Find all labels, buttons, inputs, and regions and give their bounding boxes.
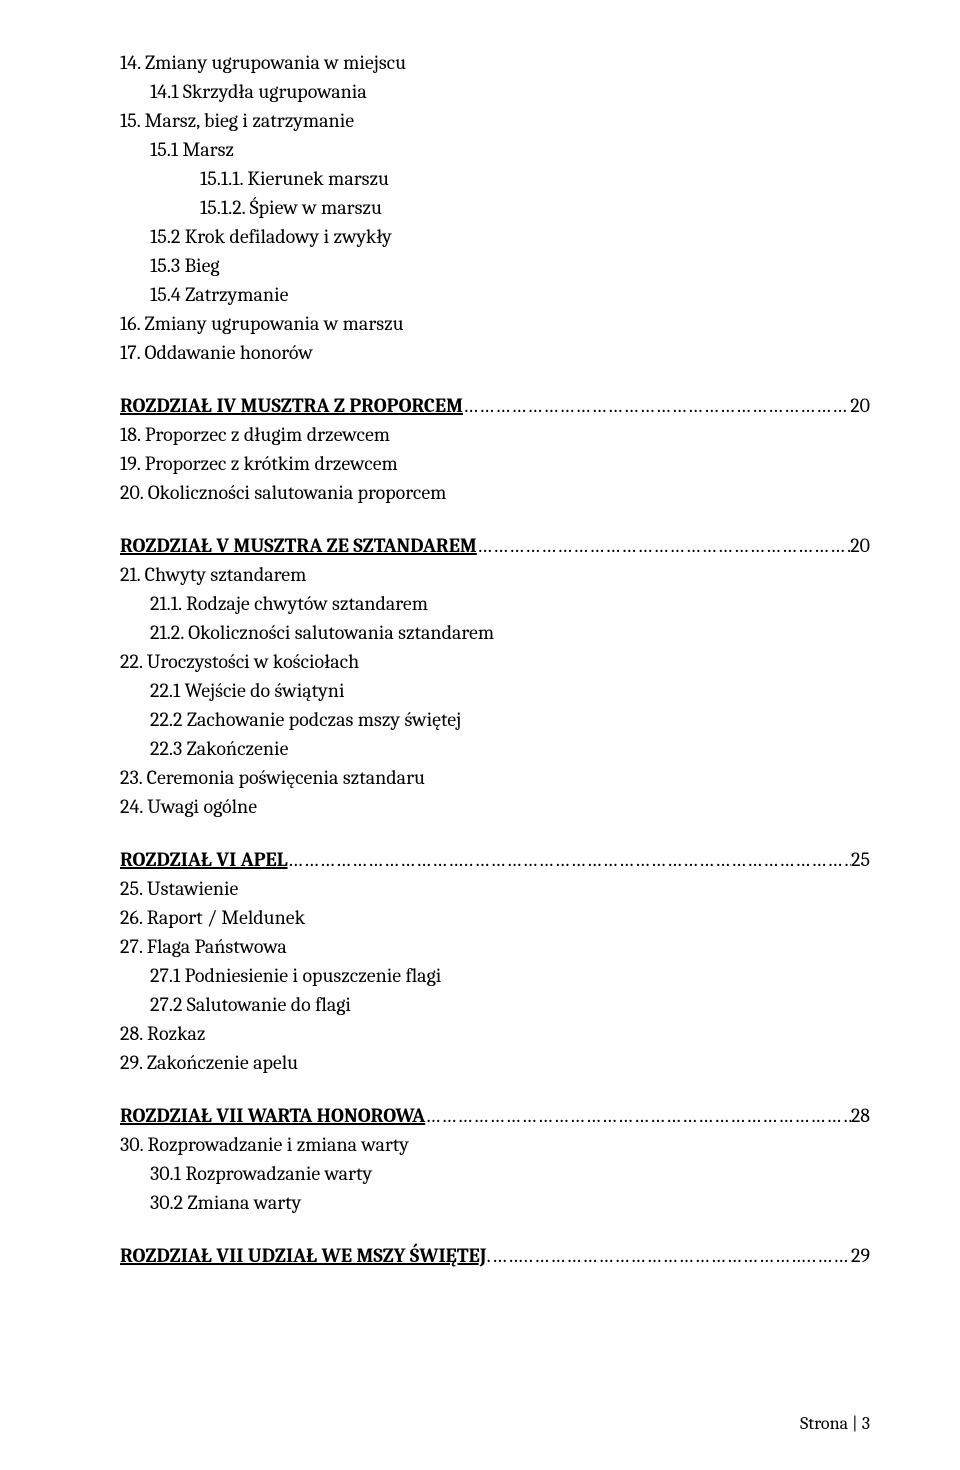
toc-item: 27. Flaga Państwowa	[120, 932, 870, 961]
toc-item: 30.2 Zmiana warty	[120, 1188, 870, 1217]
section-title: ROZDZIAŁ VI APEL	[120, 845, 288, 874]
spacer	[120, 1077, 870, 1101]
toc-item: 21.2. Okoliczności salutowania sztandare…	[120, 618, 870, 647]
toc-item: 24. Uwagi ogólne	[120, 792, 870, 821]
section-heading-5: ROZDZIAŁ V MUSZTRA ZE SZTANDAREM ……………………	[120, 531, 870, 560]
leader-dots: ……………………………………………………………………………………………………………	[463, 391, 850, 420]
section-title: ROZDZIAŁ IV MUSZTRA Z PROPORCEM	[120, 391, 463, 420]
leader-dots: ……………………………………………………………………………………..	[425, 1101, 851, 1130]
toc-block-1: 14. Zmiany ugrupowania w miejscu 14.1 Sk…	[120, 48, 870, 367]
toc-item: 19. Proporzec z krótkim drzewcem	[120, 449, 870, 478]
toc-item: 15.4 Zatrzymanie	[120, 280, 870, 309]
spacer	[120, 507, 870, 531]
toc-block-4: 25. Ustawienie 26. Raport / Meldunek 27.…	[120, 874, 870, 1077]
toc-item: 22. Uroczystości w kościołach	[120, 647, 870, 676]
toc-item: 15.1 Marsz	[120, 135, 870, 164]
section-page: 20	[850, 391, 870, 420]
toc-item: 15. Marsz, bieg i zatrzymanie	[120, 106, 870, 135]
section-heading-6: ROZDZIAŁ VI APEL ……………………………..……………………………	[120, 845, 870, 874]
section-page: 28	[851, 1101, 870, 1130]
toc-item: 30.1 Rozprowadzanie warty	[120, 1159, 870, 1188]
section-page: 20	[850, 531, 870, 560]
section-title: ROZDZIAŁ VII UDZIAŁ WE MSZY ŚWIĘTEJ	[120, 1241, 487, 1270]
section-page: 25	[851, 845, 870, 874]
spacer	[120, 821, 870, 845]
toc-item: 27.1 Podniesienie i opuszczenie flagi	[120, 961, 870, 990]
leader-dots: ……………………………..…………………………………………………………………………	[288, 845, 851, 874]
page-footer: Strona | 3	[800, 1413, 870, 1434]
section-heading-7b: ROZDZIAŁ VII UDZIAŁ WE MSZY ŚWIĘTEJ .…….…	[120, 1241, 870, 1270]
toc-item: 22.3 Zakończenie	[120, 734, 870, 763]
toc-item: 28. Rozkaz	[120, 1019, 870, 1048]
footer-label: Strona |	[800, 1413, 862, 1434]
toc-item: 22.2 Zachowanie podczas mszy świętej	[120, 705, 870, 734]
section-heading-4: ROZDZIAŁ IV MUSZTRA Z PROPORCEM ………………………	[120, 391, 870, 420]
toc-item: 18. Proporzec z długim drzewcem	[120, 420, 870, 449]
toc-item: 29. Zakończenie apelu	[120, 1048, 870, 1077]
toc-item: 15.3 Bieg	[120, 251, 870, 280]
toc-block-5: 30. Rozprowadzanie i zmiana warty 30.1 R…	[120, 1130, 870, 1217]
section-title: ROZDZIAŁ VII WARTA HONOROWA	[120, 1101, 425, 1130]
toc-item: 21. Chwyty sztandarem	[120, 560, 870, 589]
toc-item: 30. Rozprowadzanie i zmiana warty	[120, 1130, 870, 1159]
leader-dots: ……………………………………………………………………………………………………………	[477, 531, 850, 560]
toc-item: 14. Zmiany ugrupowania w miejscu	[120, 48, 870, 77]
toc-item: 20. Okoliczności salutowania proporcem	[120, 478, 870, 507]
toc-item: 27.2 Salutowanie do flagi	[120, 990, 870, 1019]
toc-item: 21.1. Rodzaje chwytów sztandarem	[120, 589, 870, 618]
toc-item: 25. Ustawienie	[120, 874, 870, 903]
spacer	[120, 1217, 870, 1241]
section-page: 29	[851, 1241, 870, 1270]
toc-item: 16. Zmiany ugrupowania w marszu	[120, 309, 870, 338]
toc-item: 14.1 Skrzydła ugrupowania	[120, 77, 870, 106]
section-heading-7a: ROZDZIAŁ VII WARTA HONOROWA …………………………………	[120, 1101, 870, 1130]
toc-item: 17. Oddawanie honorów	[120, 338, 870, 367]
spacer	[120, 367, 870, 391]
section-title: ROZDZIAŁ V MUSZTRA ZE SZTANDAREM	[120, 531, 477, 560]
leader-dots: .……..……………………………………………..………..	[487, 1241, 851, 1270]
toc-item: 15.1.1. Kierunek marszu	[120, 164, 870, 193]
page: 14. Zmiany ugrupowania w miejscu 14.1 Sk…	[0, 0, 960, 1470]
footer-page-number: 3	[862, 1413, 870, 1434]
toc-block-2: 18. Proporzec z długim drzewcem 19. Prop…	[120, 420, 870, 507]
toc-item: 15.2 Krok defiladowy i zwykły	[120, 222, 870, 251]
toc-item: 22.1 Wejście do świątyni	[120, 676, 870, 705]
toc-item: 23. Ceremonia poświęcenia sztandaru	[120, 763, 870, 792]
toc-block-3: 21. Chwyty sztandarem 21.1. Rodzaje chwy…	[120, 560, 870, 821]
toc-item: 26. Raport / Meldunek	[120, 903, 870, 932]
toc-item: 15.1.2. Śpiew w marszu	[120, 193, 870, 222]
